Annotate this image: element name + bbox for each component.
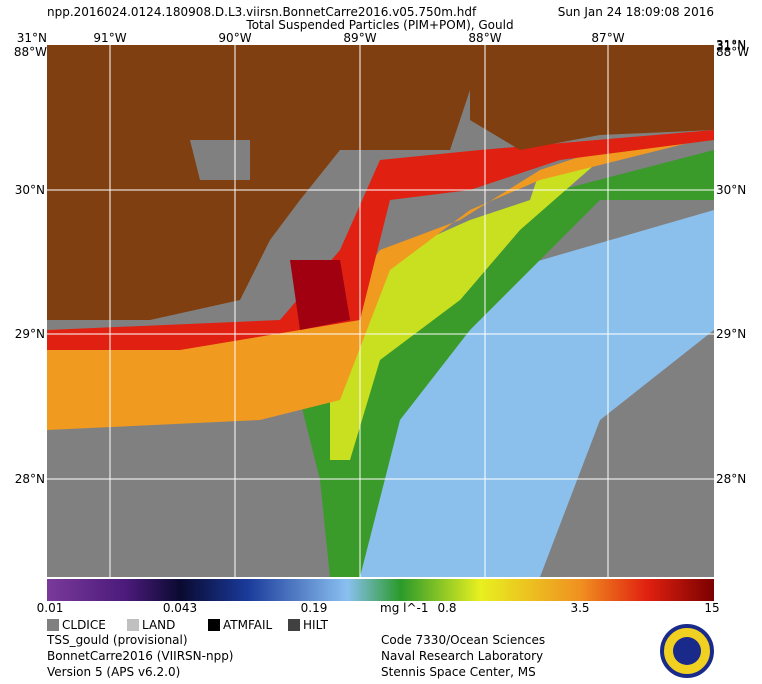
map-image [47, 45, 714, 577]
corner-label: 31°N [716, 39, 746, 53]
lon-label: 91°W [93, 31, 126, 45]
logo [660, 624, 714, 678]
corner-label: 88°W [14, 45, 47, 59]
corner-label: 31°N [17, 31, 47, 45]
colorbar-tick-label: 0.01 [37, 601, 64, 615]
lon-label: 90°W [218, 31, 251, 45]
colorbar-tick-label: 3.5 [570, 601, 589, 615]
legend-label: ATMFAIL [223, 618, 273, 632]
lon-label: 89°W [343, 31, 376, 45]
corner-label: 88°W [716, 45, 749, 59]
legend-label: HILT [303, 618, 329, 632]
footer-right: Code 7330/Ocean Sciences [381, 633, 545, 647]
colorbar-tick-label: 15 [704, 601, 719, 615]
lon-label: 87°W [591, 31, 624, 45]
lon-label: 88°W [468, 31, 501, 45]
colorbar [47, 579, 714, 601]
lat-label: 31°N [716, 38, 746, 52]
footer-right: Naval Research Laboratory [381, 649, 543, 663]
legend-label: LAND [142, 618, 175, 632]
legend-swatch [127, 619, 139, 631]
colorbar-tick-label: 0.043 [163, 601, 197, 615]
footer-left: Version 5 (APS v6.2.0) [47, 665, 180, 679]
colorbar-tick-label: 0.19 [301, 601, 328, 615]
filename: npp.2016024.0124.180908.D.L3.viirsn.Bonn… [47, 5, 477, 19]
footer-left: BonnetCarre2016 (VIIRSN-npp) [47, 649, 234, 663]
legend-label: CLDICE [62, 618, 106, 632]
lat-label: 29°N [716, 327, 746, 341]
legend-swatch [288, 619, 300, 631]
product: Total Suspended Particles (PIM+POM), Gou… [245, 18, 513, 32]
lat-label: 28°N [716, 472, 746, 486]
graticule [47, 45, 714, 577]
legend-swatch [47, 619, 59, 631]
footer-right: Stennis Space Center, MS [381, 665, 536, 679]
footer-left: TSS_gould (provisional) [46, 633, 188, 647]
lat-label: 28°N [15, 472, 45, 486]
lat-label: 30°N [716, 183, 746, 197]
lat-label: 30°N [15, 183, 45, 197]
lat-label: 29°N [15, 327, 45, 341]
datetime: Sun Jan 24 18:09:08 2016 [558, 5, 714, 19]
colorbar-tick-label: 0.8 [437, 601, 456, 615]
units: mg l^-1 [380, 601, 428, 615]
legend-swatch [208, 619, 220, 631]
